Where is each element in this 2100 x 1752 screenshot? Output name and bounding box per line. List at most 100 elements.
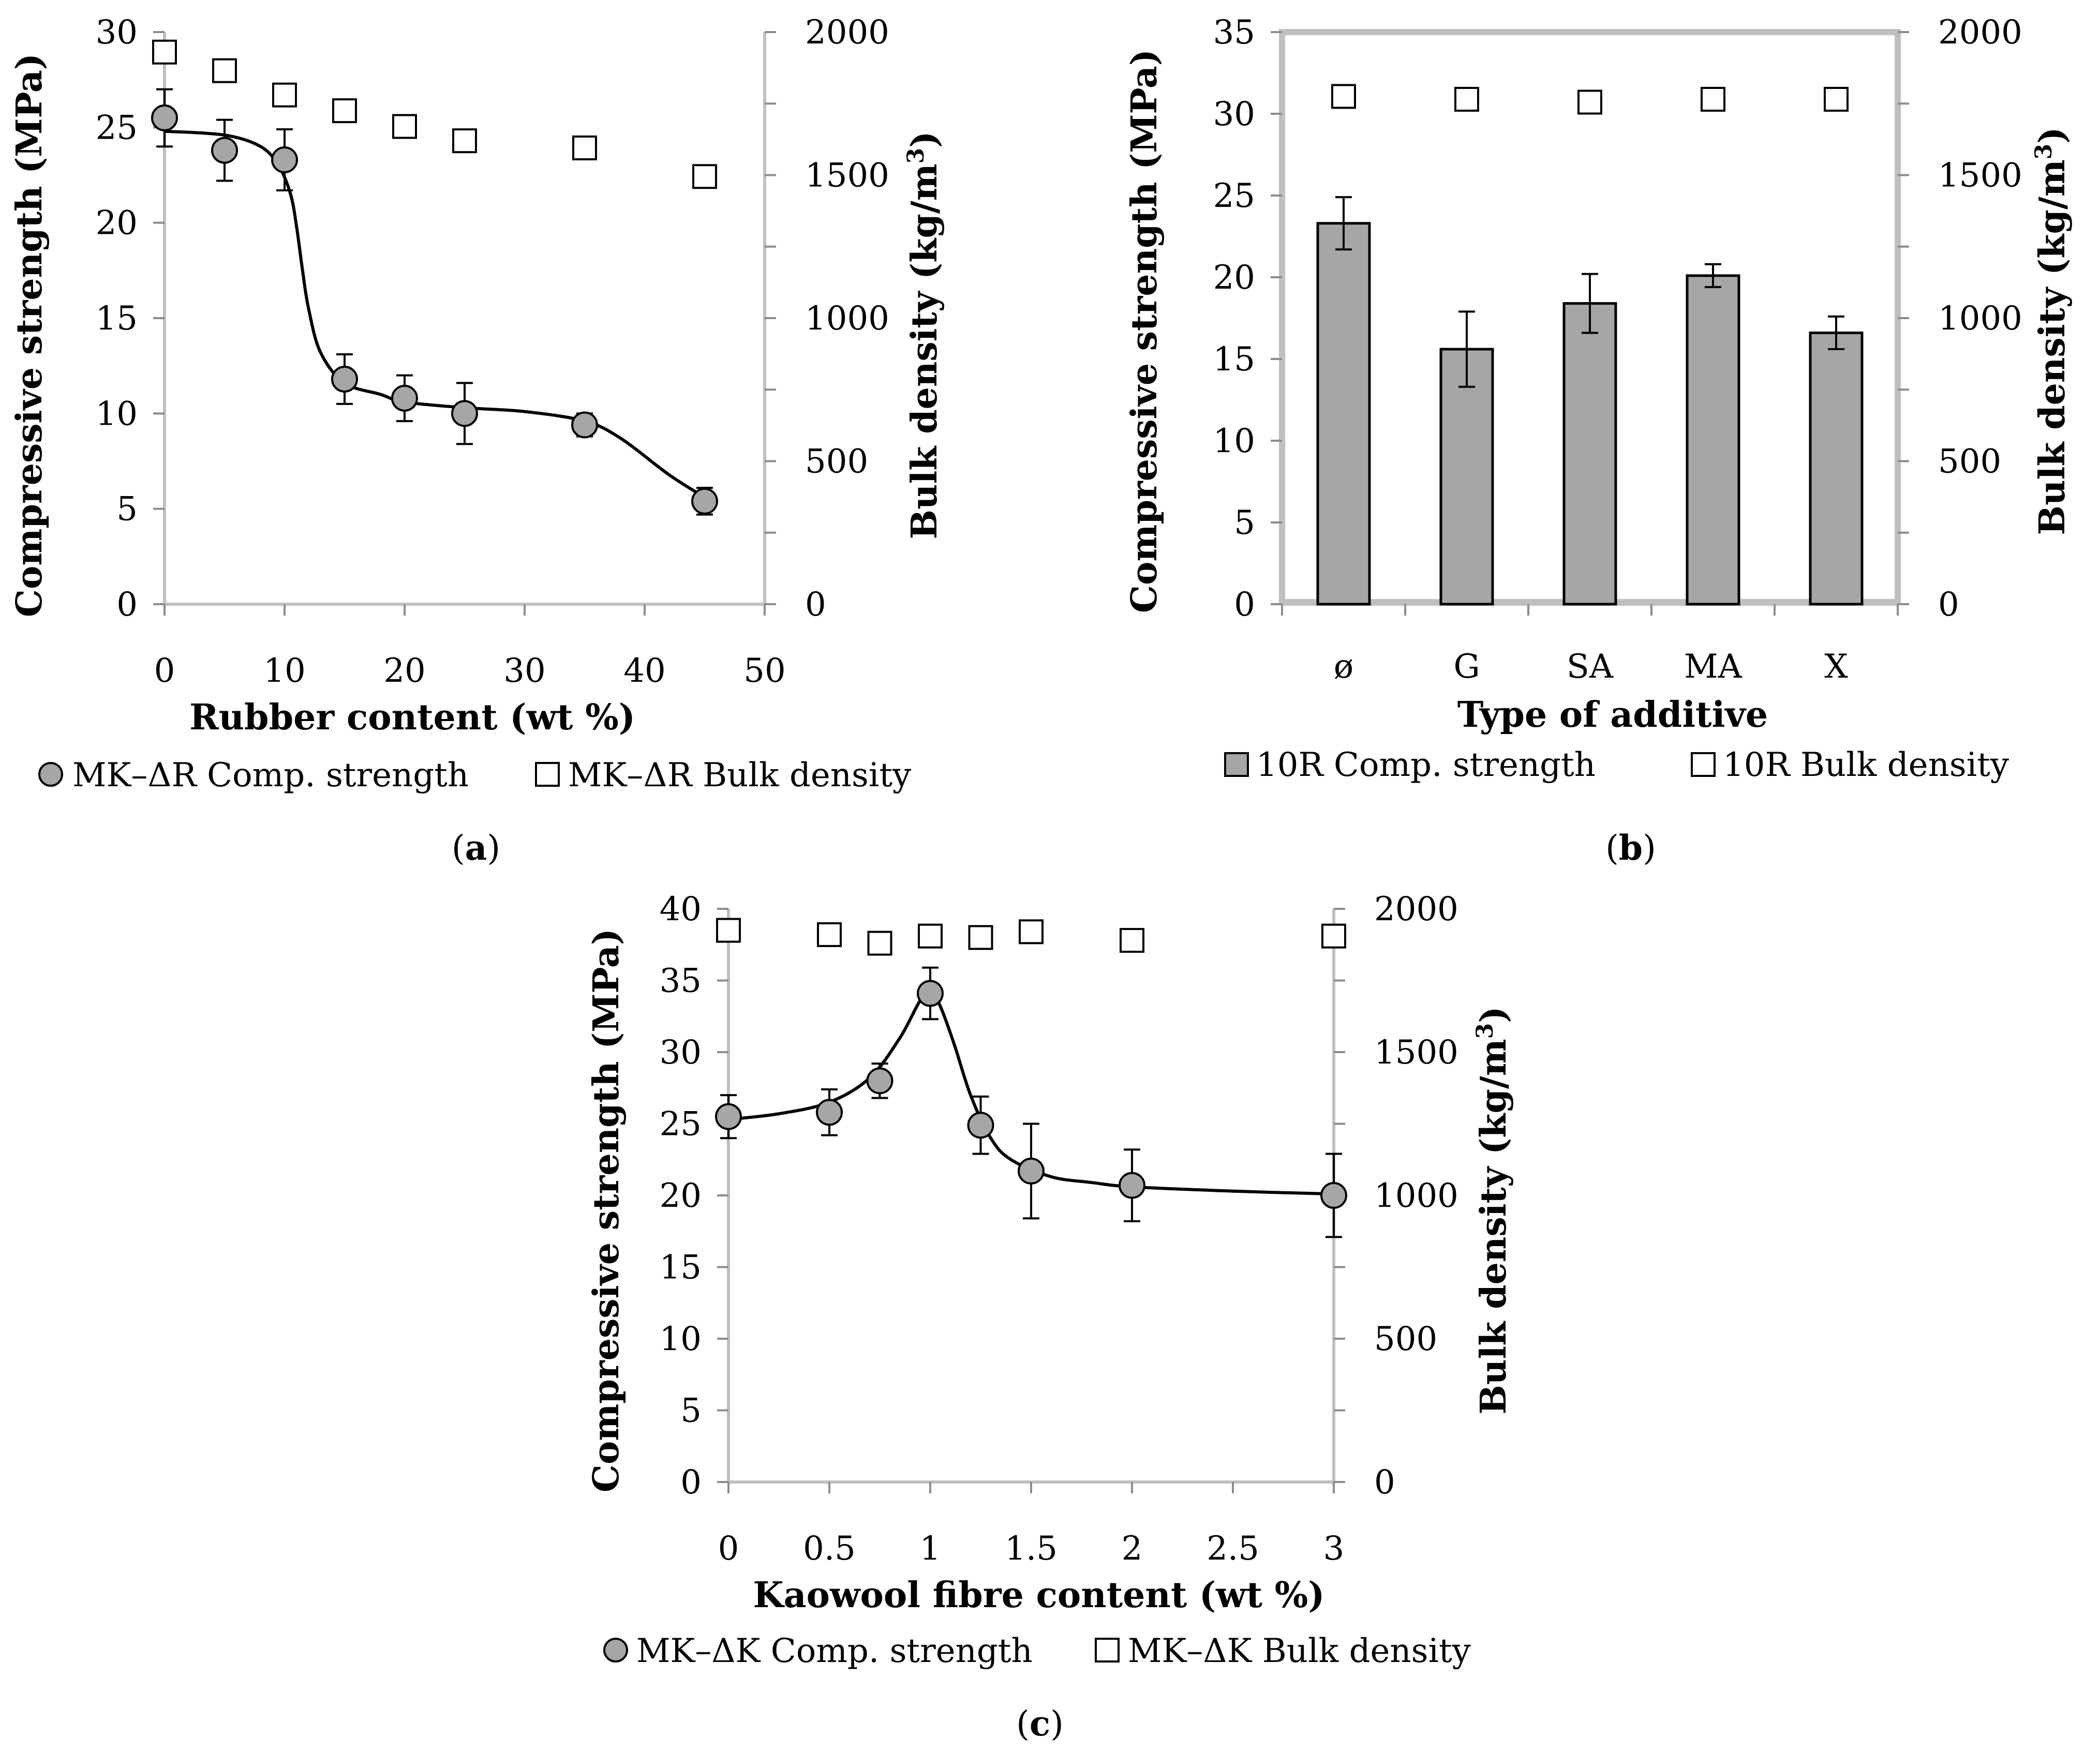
legend-square-marker (1095, 1638, 1120, 1663)
legend-circle-marker (38, 762, 63, 787)
density-point (452, 128, 477, 154)
strength-point (571, 411, 598, 439)
density-point (392, 114, 417, 139)
y-tick-label: 10 (1213, 422, 1255, 460)
y-tick-label: 5 (680, 1392, 702, 1430)
legend-bar-marker (1224, 752, 1249, 777)
panel-b-points (1331, 84, 1849, 115)
y-tick-label: 5 (1234, 504, 1255, 542)
y2-tick-label: 0 (1938, 586, 1959, 624)
y-tick-label: 15 (1213, 340, 1255, 379)
panel-a-fit-curve (164, 129, 706, 499)
density-point (817, 922, 842, 947)
panel-b-xlabel: Type of additive (1457, 694, 1768, 736)
x-tick-label: 2 (1122, 1530, 1143, 1568)
strength-point (866, 1067, 893, 1095)
y-tick-label: 20 (1213, 259, 1255, 297)
strength-point (816, 1099, 843, 1126)
y-tick-label: 25 (1213, 177, 1255, 215)
y-tick-label: 15 (96, 300, 138, 338)
panel-b-ticks: 0 5 10 15 20 25 30 35 0 500 1000 1500 2000 ø G SA MA X (1213, 13, 2022, 686)
legend-b-strength: 10R Comp. strength (1256, 746, 1596, 784)
x-tick-label: 20 (383, 652, 425, 690)
legend-square-marker (1691, 752, 1716, 777)
x-tick-label: ø (1334, 648, 1354, 686)
panel-a-caption: (a) (452, 828, 500, 868)
panel-c-points (715, 918, 1347, 1238)
y-tick-label: 15 (660, 1249, 702, 1287)
panel-c-y2label: Bulk density (kg/m3) (1472, 1007, 1515, 1415)
y-tick-label: 0 (1234, 586, 1255, 624)
strength-point (1320, 1182, 1347, 1209)
panel-c: 0 5 10 15 20 25 30 35 40 0 500 1000 1500 2000 0 0.5 1 1.5… (586, 890, 1514, 1744)
strength-bar (1439, 348, 1494, 606)
density-point (1019, 919, 1044, 945)
density-point (968, 925, 993, 950)
x-tick-label: MA (1684, 648, 1742, 686)
x-tick-label: 0 (718, 1530, 739, 1568)
panel-a-ylabel: Compressive strength (MPa) (9, 53, 50, 617)
x-tick-label: 40 (623, 652, 665, 690)
strength-point (1119, 1172, 1145, 1199)
strength-bar (1316, 222, 1371, 606)
legend-square-marker (535, 762, 560, 787)
density-point (716, 918, 741, 943)
y-tick-label: 35 (1213, 13, 1255, 52)
legend-c-strength: MK–ΔK Comp. strength (636, 1632, 1033, 1670)
strength-point (715, 1103, 742, 1130)
y-tick-label: 30 (96, 13, 138, 52)
x-tick-label: 10 (263, 652, 305, 690)
density-point (1331, 84, 1356, 109)
x-tick-label: 1.5 (1005, 1530, 1058, 1568)
y-tick-label: 10 (96, 395, 138, 433)
y-tick-label: 30 (1213, 95, 1255, 133)
panel-a-legend: MK–ΔR Comp. strength MK–ΔR Bulk density (38, 756, 911, 795)
y2-tick-label: 0 (1374, 1463, 1395, 1502)
density-point (1824, 86, 1849, 112)
x-tick-label: 0.5 (803, 1530, 856, 1568)
panel-c-ylabel: Compressive strength (MPa) (586, 929, 627, 1492)
legend-b-density: 10R Bulk density (1723, 746, 2009, 784)
y-tick-label: 35 (660, 962, 702, 1000)
density-point (867, 931, 892, 956)
panel-c-caption: (c) (1016, 1703, 1064, 1744)
x-tick-label: SA (1567, 648, 1614, 686)
strength-point (451, 400, 478, 427)
strength-point (151, 104, 178, 131)
x-tick-label: 30 (503, 652, 545, 690)
density-point (1577, 89, 1602, 115)
strength-bar (1809, 331, 1864, 606)
panel-a-points (151, 39, 718, 516)
y-tick-label: 20 (660, 1177, 702, 1215)
fit-curve-line (164, 129, 706, 499)
legend-a-strength: MK–ΔR Comp. strength (72, 756, 469, 795)
x-tick-label: G (1453, 648, 1480, 686)
x-tick-label: 2.5 (1207, 1530, 1259, 1568)
x-tick-label: 3 (1323, 1530, 1345, 1568)
density-point (152, 39, 177, 65)
y-tick-label: 25 (96, 109, 138, 147)
x-tick-label: 1 (920, 1530, 941, 1568)
density-point (1321, 923, 1346, 949)
panel-a-xlabel: Rubber content (wt %) (189, 697, 635, 738)
panel-a-ticks: 0 5 10 15 20 25 30 0 500 1000 1500 2000 0 10 20 30 40 50 (96, 13, 889, 690)
y-tick-label: 25 (660, 1105, 702, 1144)
density-point (572, 135, 597, 160)
strength-point (271, 146, 298, 174)
strength-point (391, 384, 418, 412)
y2-tick-label: 2000 (1938, 13, 2022, 52)
density-point (692, 164, 717, 189)
y-tick-label: 10 (660, 1320, 702, 1358)
strength-point (691, 487, 718, 515)
legend-a-density: MK–ΔR Bulk density (568, 756, 911, 795)
panel-c-xlabel: Kaowool fibre content (wt %) (753, 1575, 1325, 1616)
density-point (332, 98, 357, 124)
strength-bar (1562, 302, 1617, 606)
y2-tick-label: 500 (1938, 443, 2001, 481)
y-tick-label: 5 (116, 490, 138, 529)
y2-tick-label: 500 (805, 443, 868, 481)
panel-c-legend: MK–ΔK Comp. strength MK–ΔK Bulk density (603, 1632, 1471, 1670)
strength-point (1018, 1157, 1045, 1185)
x-tick-label: X (1824, 648, 1848, 686)
